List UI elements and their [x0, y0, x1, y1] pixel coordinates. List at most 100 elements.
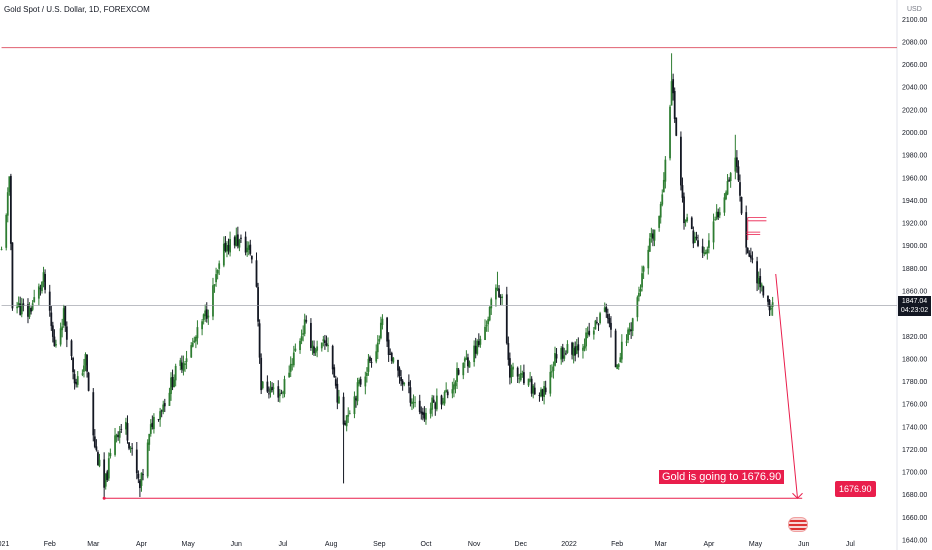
candle-body [356, 382, 359, 402]
x-tick-label: 2022 [561, 541, 577, 548]
candle-body [636, 297, 639, 318]
chart-title: Gold Spot / U.S. Dollar, 1D, FOREXCOM [4, 5, 150, 14]
candle-body [726, 181, 729, 195]
candle-body [400, 377, 402, 382]
candle-body [690, 217, 693, 230]
candle-body [227, 244, 230, 251]
candle-body [533, 387, 536, 395]
candle-body [8, 176, 11, 193]
candle-body [519, 372, 522, 381]
candle-body [212, 285, 214, 317]
x-tick-label: Oct [421, 541, 432, 548]
y-tick-label: 1900.00 [902, 243, 927, 250]
candle-body [398, 368, 401, 377]
candle-body [64, 306, 67, 326]
x-tick-label: May [749, 541, 763, 548]
candle-body [555, 354, 558, 359]
candle-body [725, 192, 727, 200]
candle-body [180, 362, 183, 370]
candle-body [619, 357, 622, 363]
candle-body [327, 344, 329, 347]
candle-body [39, 288, 42, 290]
candle-body [694, 236, 696, 244]
candle-body [98, 459, 101, 467]
candle-body [697, 240, 699, 246]
candle-body [541, 389, 544, 397]
candle-body [135, 449, 138, 474]
candle-body [72, 357, 74, 373]
candle-body [288, 372, 291, 378]
candle-body [325, 343, 328, 346]
candle-body [103, 459, 106, 488]
candle-body [496, 288, 499, 290]
y-tick-label: 1960.00 [902, 175, 927, 182]
candle-body [249, 244, 252, 254]
candle-body [179, 360, 182, 366]
target-price-label: 1676.90 [835, 481, 876, 497]
candle-body [512, 366, 514, 370]
candle-body [83, 365, 85, 372]
y-tick-label: 1720.00 [902, 447, 927, 454]
candle-body [149, 424, 152, 434]
candle-body [322, 339, 325, 342]
candle-body [76, 376, 79, 385]
candle-body [222, 243, 225, 266]
y-tick-label: 1820.00 [902, 334, 927, 341]
candle-body [125, 421, 127, 430]
candle-body [170, 377, 172, 394]
candle-body [575, 345, 578, 354]
candle-body [86, 354, 88, 372]
us-flag-icon[interactable] [788, 517, 808, 532]
candle-body [137, 473, 140, 479]
candle-body [370, 362, 373, 364]
candle-body [353, 396, 356, 415]
candle-body [723, 197, 726, 213]
candle-body [146, 442, 149, 477]
candle-body [157, 419, 160, 420]
y-tick-label: 2060.00 [902, 62, 927, 69]
forecast-annotation[interactable]: Gold is going to 1676.90 [659, 470, 785, 484]
candle-body [386, 317, 388, 342]
candle-body [33, 297, 36, 303]
candle-body [190, 345, 193, 358]
candle-body [41, 281, 43, 292]
candle-body [233, 237, 236, 246]
candle-body [229, 239, 231, 253]
candle-body [17, 303, 20, 308]
candle-body [277, 386, 280, 398]
candle-body [62, 308, 65, 325]
candle-body [420, 411, 423, 414]
candle-body [474, 345, 477, 354]
candle-body [574, 346, 577, 356]
candle-body [128, 442, 130, 449]
candle-body [303, 319, 306, 334]
candle-body [278, 393, 281, 397]
candle-body [529, 379, 532, 381]
y-tick-label: 1880.00 [902, 266, 927, 273]
currency-label[interactable]: USD [907, 6, 922, 13]
candle-body [218, 263, 221, 269]
candle-body [582, 347, 584, 351]
candle-body [247, 245, 250, 250]
y-tick-label: 2020.00 [902, 107, 927, 114]
candle-body [364, 376, 367, 387]
candle-body [648, 238, 651, 252]
projection-arrowhead [792, 492, 803, 499]
candle-body [355, 398, 357, 401]
candle-body [703, 252, 706, 254]
x-tick-label: May [181, 541, 195, 548]
candle-body [707, 240, 710, 248]
candle-body [510, 368, 513, 378]
candle-body [65, 326, 68, 340]
candle-body [630, 329, 633, 332]
candle-body [592, 330, 595, 335]
candle-body [516, 367, 519, 377]
candle-body [692, 230, 695, 244]
candle-body [0, 248, 3, 250]
x-tick-label: Apr [136, 541, 148, 548]
x-tick-label: Jun [798, 541, 809, 548]
candle-body [299, 340, 301, 351]
candle-body [255, 260, 258, 287]
candle-body [425, 412, 427, 420]
